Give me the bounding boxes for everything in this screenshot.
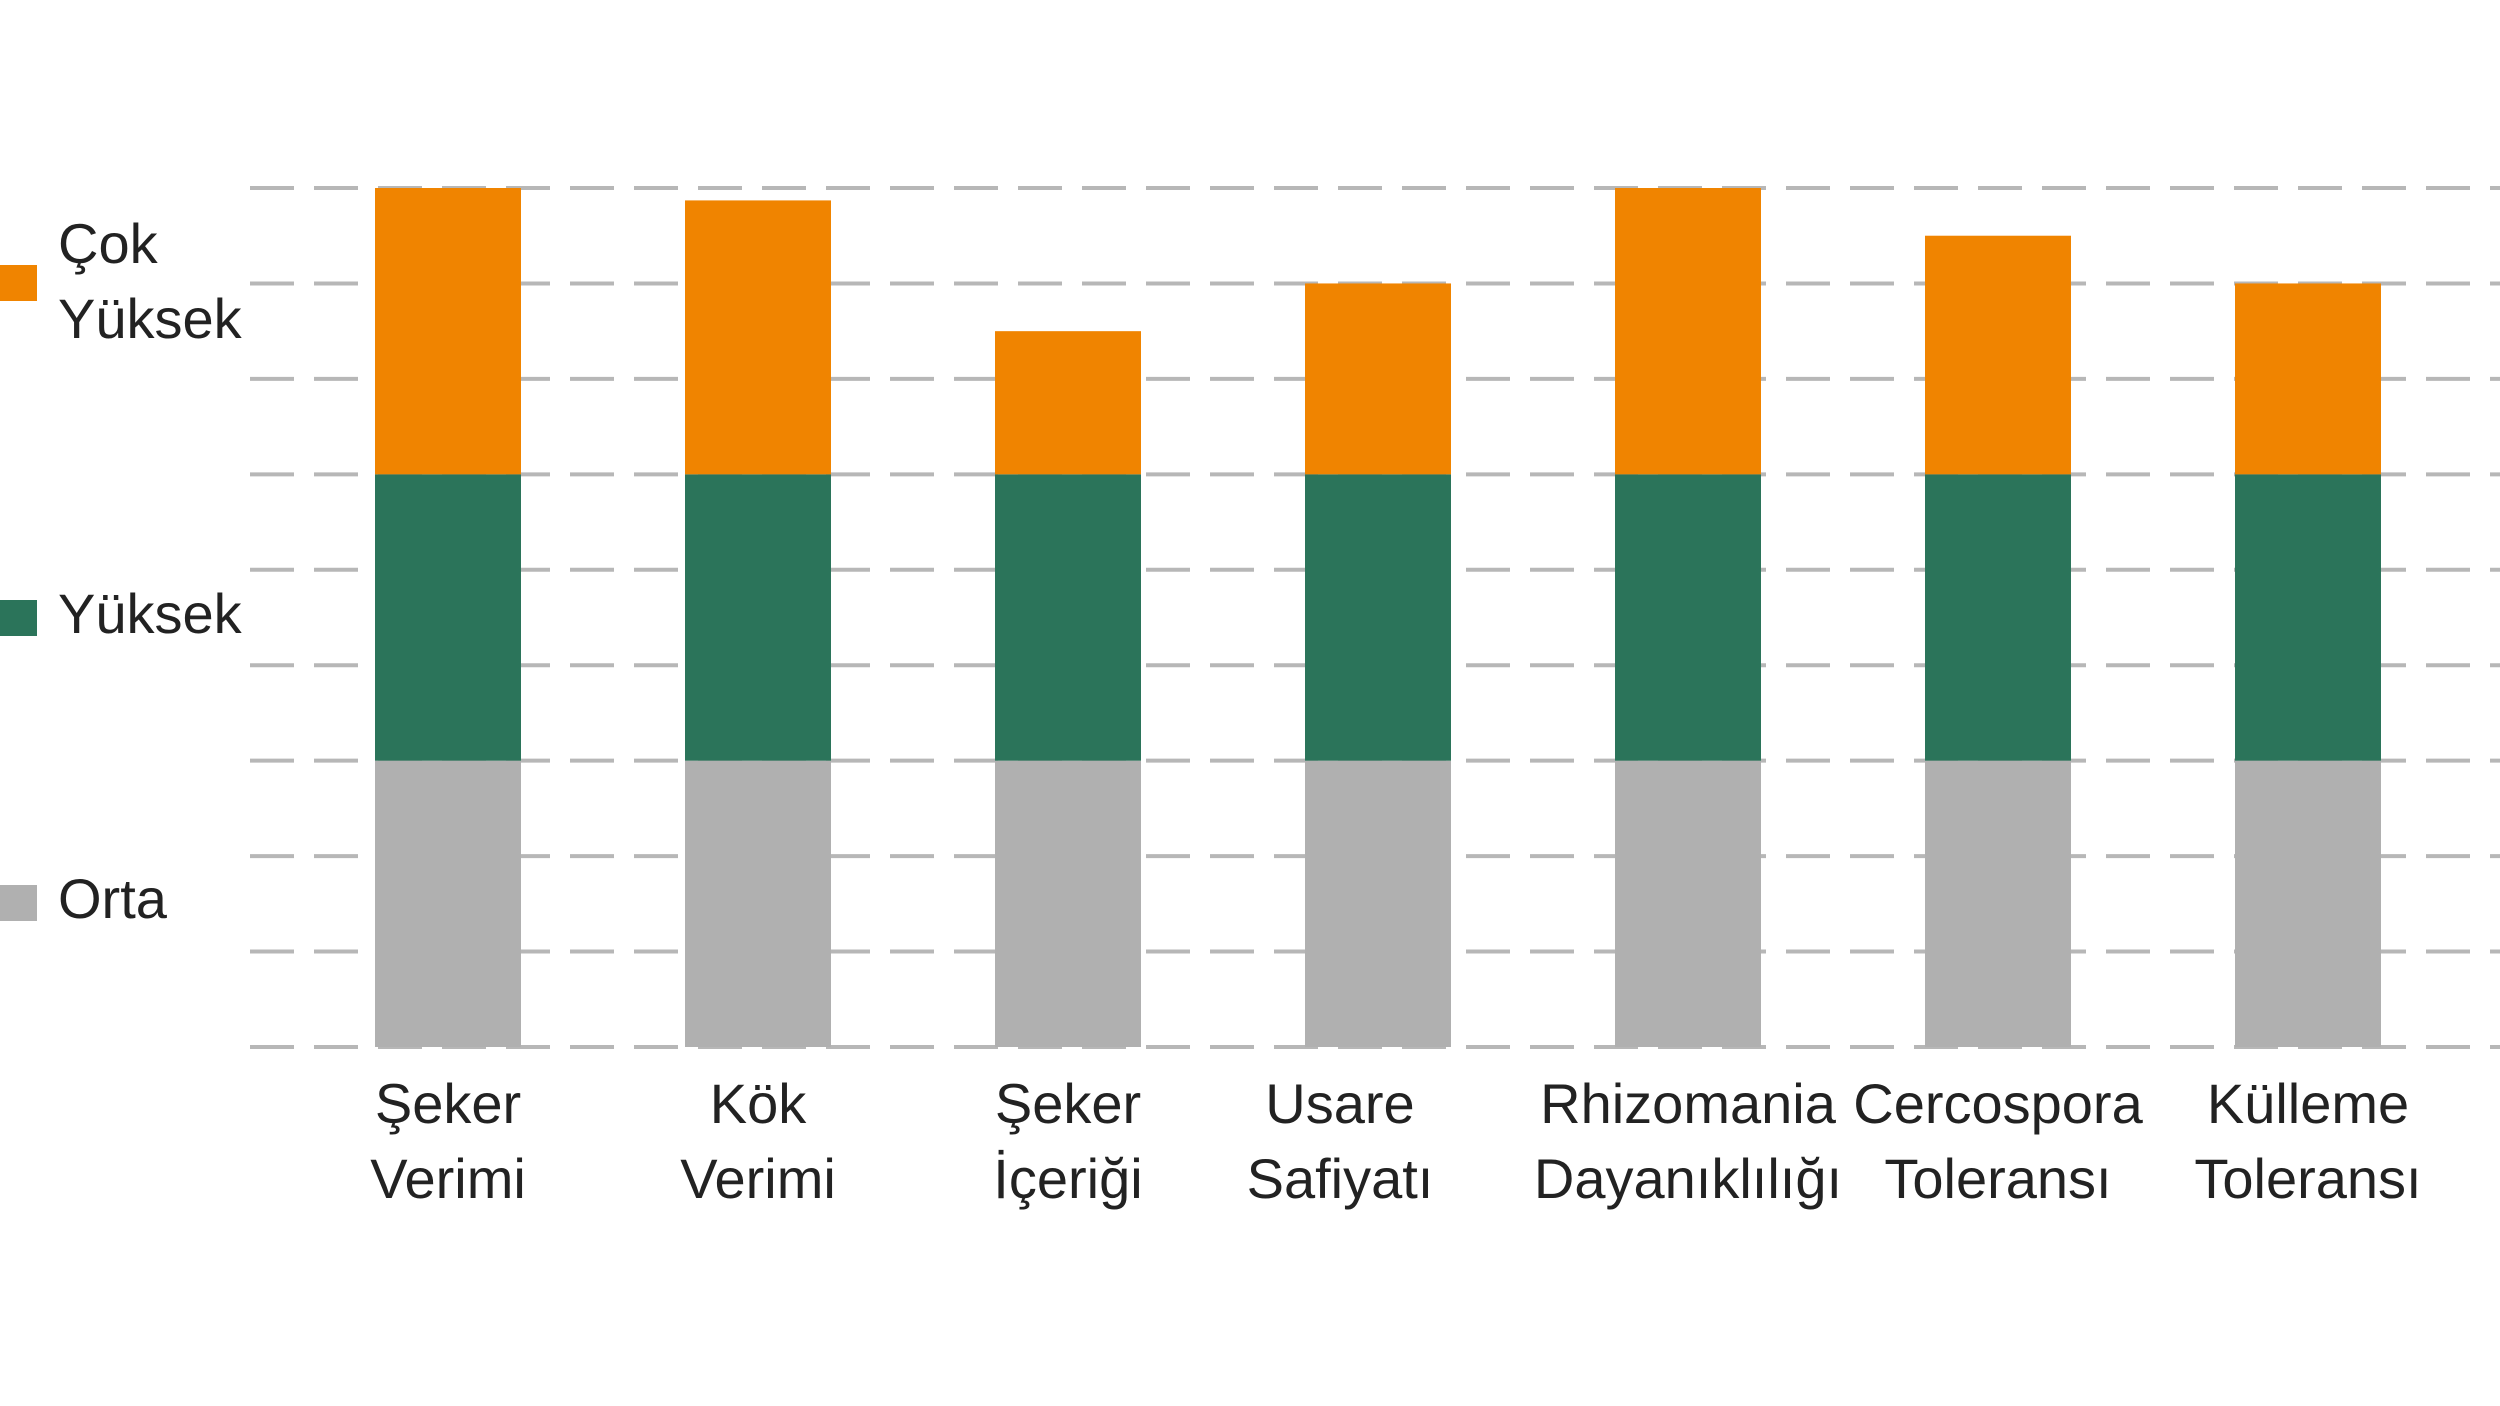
bar-segment-orta <box>685 760 831 1047</box>
category-label: Rhizomania <box>1540 1072 1837 1135</box>
category-labels: Şeker Verimi Kök Verimi Şeker İçeriği Usare Saf… <box>370 1072 2421 1210</box>
bar-segment-orta <box>995 760 1141 1047</box>
bar-segment-orta <box>2235 760 2381 1047</box>
bar-segment-cok-yuksek <box>1305 283 1451 475</box>
bar-segment-yuksek <box>1925 474 2071 761</box>
category-label: Kök <box>710 1072 807 1135</box>
bar-segment-cok-yuksek <box>685 200 831 475</box>
bar-segment-yuksek <box>685 474 831 761</box>
category-label: Dayanıklılığı <box>1534 1147 1842 1210</box>
category-label: Toleransı <box>2194 1147 2421 1210</box>
bar-segment-cok-yuksek <box>2235 283 2381 475</box>
bar-segment-orta <box>375 760 521 1047</box>
bar-segment-orta <box>1615 760 1761 1047</box>
bars <box>375 188 2381 1047</box>
category-label: Külleme <box>2207 1072 2409 1135</box>
bar-segment-cok-yuksek <box>1925 235 2071 475</box>
bar-segment-cok-yuksek <box>995 331 1141 475</box>
legend-swatch-yuksek <box>0 600 37 636</box>
bar-segment-yuksek <box>1305 474 1451 761</box>
category-label: Verimi <box>370 1147 526 1210</box>
category-label: Verimi <box>680 1147 836 1210</box>
bar-segment-orta <box>1925 760 2071 1047</box>
category-label: Safiyatı <box>1247 1147 1434 1210</box>
legend-label-cok-yuksek: Yüksek <box>58 287 243 350</box>
legend-swatch-orta <box>0 885 37 921</box>
legend: Çok Yüksek Yüksek Orta <box>0 212 243 930</box>
category-label: Usare <box>1265 1072 1414 1135</box>
bar-segment-cok-yuksek <box>1615 188 1761 475</box>
category-label: Cercospora <box>1853 1072 2143 1135</box>
legend-label-orta: Orta <box>58 867 168 930</box>
bar-segment-yuksek <box>375 474 521 761</box>
legend-label-cok-yuksek: Çok <box>58 212 159 275</box>
legend-label-yuksek: Yüksek <box>58 582 243 645</box>
bar-segment-yuksek <box>1615 474 1761 761</box>
bar-segment-cok-yuksek <box>375 188 521 475</box>
bar-segment-yuksek <box>995 474 1141 761</box>
category-label: İçeriği <box>993 1147 1142 1210</box>
category-label: Şeker <box>375 1072 521 1135</box>
bar-segment-orta <box>1305 760 1451 1047</box>
category-label: Şeker <box>995 1072 1141 1135</box>
category-label: Toleransı <box>1884 1147 2111 1210</box>
legend-swatch-cok-yuksek <box>0 265 37 301</box>
bar-segment-yuksek <box>2235 474 2381 761</box>
